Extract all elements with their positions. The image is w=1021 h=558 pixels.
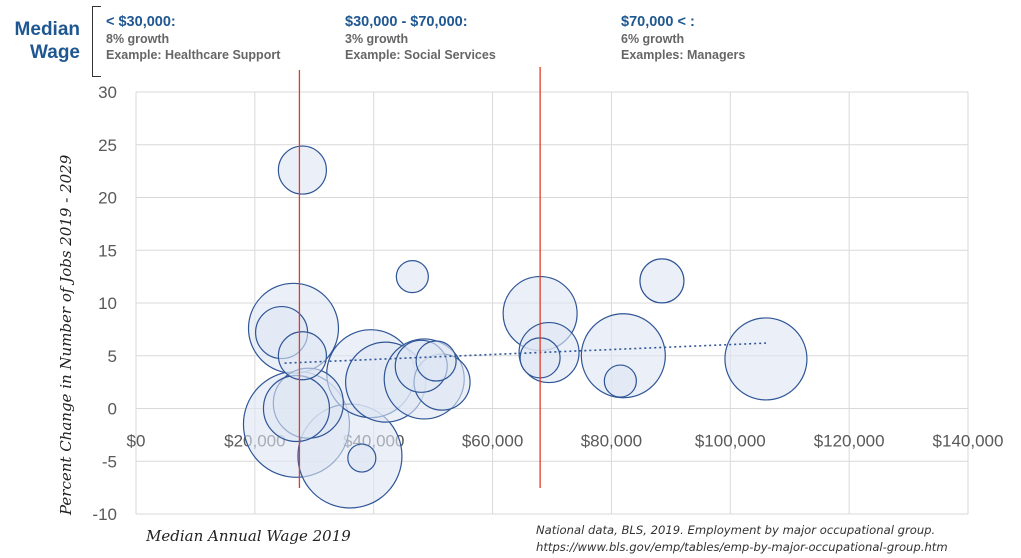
bubble-point	[639, 258, 685, 304]
x-tick-label: $100,000	[695, 432, 766, 451]
band-low-growth: 8% growth	[106, 32, 170, 46]
trendline	[284, 342, 766, 364]
y-tick-label: 30	[98, 83, 117, 102]
bracket-divider	[92, 6, 101, 77]
y-axis-title: Percent Change in Number of Jobs 2019 - …	[57, 154, 75, 515]
x-tick-label: $80,000	[581, 432, 642, 451]
bubble-point	[395, 260, 429, 294]
band-mid-wage: $30,000 - $70,000: 3% growth Example: So…	[345, 13, 496, 63]
bubble-point	[277, 331, 327, 381]
band-high-wage: $70,000 < : 6% growth Examples: Managers	[621, 13, 745, 63]
band-mid-head: $30,000 - $70,000:	[345, 14, 468, 30]
y-tick-label: 20	[98, 189, 117, 208]
band-low-wage: < $30,000: 8% growth Example: Healthcare…	[106, 13, 280, 63]
y-tick-label: 5	[108, 347, 117, 366]
x-tick-label: $0	[127, 432, 146, 451]
source-line2: https://www.bls.gov/emp/tables/emp-by-ma…	[536, 540, 948, 554]
y-tick-label: 15	[98, 241, 117, 260]
band-high-head: $70,000 < :	[621, 14, 695, 30]
y-tick-label: -5	[102, 452, 117, 471]
source-note: National data, BLS, 2019. Employment by …	[536, 522, 948, 556]
bubble-point	[277, 145, 327, 195]
band-low-example: Example: Healthcare Support	[106, 48, 281, 62]
source-line1: National data, BLS, 2019. Employment by …	[536, 523, 936, 537]
x-tick-label: $140,000	[933, 432, 1004, 451]
bubble-point	[580, 313, 666, 399]
y-tick-label: 25	[98, 136, 117, 155]
bubble-point	[262, 374, 331, 443]
y-tick-label: 0	[108, 400, 117, 419]
band-low-head: < $30,000:	[106, 14, 176, 30]
bubble-point	[415, 340, 457, 382]
median-wage-label: Median Wage	[4, 18, 80, 64]
bubble-point	[347, 443, 377, 473]
bubble-point	[603, 364, 637, 398]
band-high-growth: 6% growth	[621, 32, 685, 46]
x-axis-title: Median Annual Wage 2019	[146, 527, 351, 545]
y-tick-label: -10	[92, 505, 117, 524]
median-wage-label-line2: Wage	[30, 42, 80, 63]
x-tick-label: $60,000	[462, 432, 523, 451]
band-mid-example: Example: Social Services	[345, 48, 496, 62]
y-tick-label: 10	[98, 294, 117, 313]
x-tick-label: $120,000	[814, 432, 885, 451]
band-high-example: Examples: Managers	[621, 48, 746, 62]
median-wage-label-line1: Median	[14, 19, 80, 40]
band-mid-growth: 3% growth	[345, 32, 409, 46]
bubble-point	[724, 317, 808, 401]
